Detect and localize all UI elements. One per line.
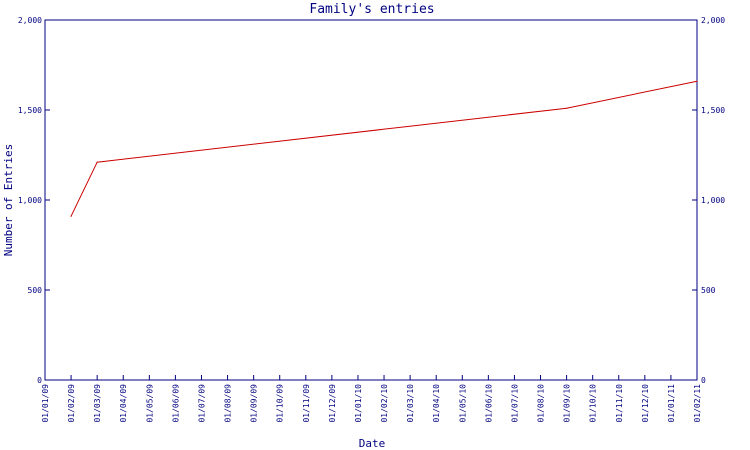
series-line-0 xyxy=(70,80,698,217)
x-tick-label: 01/02/10 xyxy=(380,384,389,423)
x-tick-label: 01/11/10 xyxy=(615,384,624,423)
x-tick-label: 01/05/10 xyxy=(458,384,467,423)
x-tick-label: 01/10/09 xyxy=(276,384,285,423)
y-tick-label-left: 0 xyxy=(37,376,42,385)
x-tick-label: 01/12/09 xyxy=(328,384,337,423)
x-tick-label: 01/02/11 xyxy=(693,384,702,423)
x-tick-label: 01/03/09 xyxy=(93,384,102,423)
x-tick-label: 01/05/09 xyxy=(145,384,154,423)
x-tick-label: 01/09/10 xyxy=(563,384,572,423)
x-tick-label: 01/03/10 xyxy=(406,384,415,423)
x-tick-label: 01/01/10 xyxy=(354,384,363,423)
y-tick-label-left: 2,000 xyxy=(18,16,42,25)
x-tick-label: 01/08/10 xyxy=(537,384,546,423)
x-tick-label: 01/09/09 xyxy=(250,384,259,423)
x-tick-label: 01/08/09 xyxy=(224,384,233,423)
y-tick-label-right: 1,000 xyxy=(701,196,725,205)
x-tick-label: 01/11/09 xyxy=(302,384,311,423)
x-tick-label: 01/06/09 xyxy=(171,384,180,423)
x-tick-label: 01/12/10 xyxy=(641,384,650,423)
y-tick-label-left: 1,500 xyxy=(18,106,42,115)
series-point xyxy=(696,80,698,82)
x-tick-label: 01/01/09 xyxy=(41,384,50,423)
y-tick-label-right: 0 xyxy=(701,376,706,385)
series-point xyxy=(566,107,568,109)
x-tick-label: 01/04/10 xyxy=(432,384,441,423)
x-tick-label: 01/07/10 xyxy=(510,384,519,423)
x-tick-label: 01/04/09 xyxy=(119,384,128,423)
chart-title: Family's entries xyxy=(309,2,434,17)
x-tick-label: 01/06/10 xyxy=(484,384,493,423)
series-layer xyxy=(70,80,698,217)
x-tick-label: 01/10/10 xyxy=(589,384,598,423)
x-tick-label: 01/02/09 xyxy=(67,384,76,423)
y-axis-label: Number of Entries xyxy=(2,144,15,257)
x-tick-label: 01/07/09 xyxy=(197,384,206,423)
x-axis: 01/01/09 01/02/09 01/03/09 01/04/09 01/05/09… xyxy=(41,375,702,423)
plot-frame xyxy=(44,19,698,381)
y-tick-label-right: 1,500 xyxy=(701,106,725,115)
y-tick-label-right: 500 xyxy=(701,286,716,295)
x-axis-label: Date xyxy=(359,437,386,450)
series-point xyxy=(96,161,98,163)
y-axis-right: 0 500 1,000 1,500 2,000 xyxy=(692,16,725,385)
series-point xyxy=(70,215,72,217)
y-tick-label-right: 2,000 xyxy=(701,16,725,25)
y-tick-label-left: 1,000 xyxy=(18,196,42,205)
y-axis-left: 0 500 1,000 1,500 2,000 xyxy=(18,16,50,385)
y-tick-label-left: 500 xyxy=(28,286,43,295)
x-tick-label: 01/01/11 xyxy=(667,384,676,423)
